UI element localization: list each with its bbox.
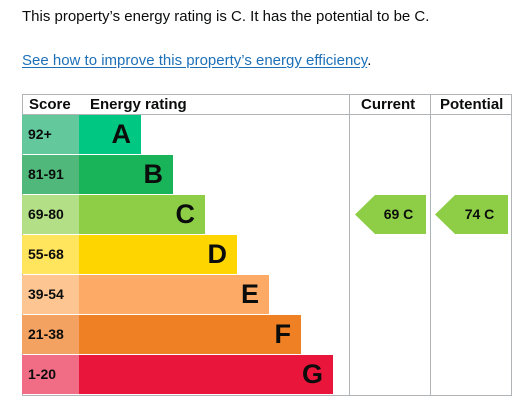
band-letter: G [301,359,323,389]
header-score: Score [29,96,71,113]
rating-band-e: 39-54 E [22,275,349,314]
band-score-range: 92+ [22,115,79,154]
band-score-range: 55-68 [22,235,79,274]
energy-rating-summary: This property’s energy rating is C. It h… [22,8,430,25]
band-bar: C [79,195,205,234]
link-suffix: . [367,52,372,69]
rating-band-c: 69-80 C [22,195,349,234]
rating-band-d: 55-68 D [22,235,349,274]
band-bar: A [79,115,141,154]
band-letter: D [207,239,228,269]
band-letter: F [274,319,292,349]
energy-rating-chart: Score Energy rating Current Potential 92… [22,94,512,396]
header-potential: Potential [440,96,504,113]
current-rating-value: 69 C [383,206,414,222]
band-letter: A [111,119,132,149]
table-border-bottom [22,395,512,396]
table-border-right [511,94,512,396]
band-bar: G [79,355,333,394]
band-bar: D [79,235,237,274]
band-score-range: 1-20 [22,355,79,394]
rating-band-f: 21-38 F [22,315,349,354]
band-score-range: 81-91 [22,155,79,194]
rating-column-divider [349,94,350,396]
header-current: Current [361,96,416,113]
band-letter: C [175,199,196,229]
band-letter: B [143,159,164,189]
band-letter: E [240,279,259,309]
improve-efficiency-link[interactable]: See how to improve this property’s energ… [22,52,368,69]
improve-link-line: See how to improve this property’s energ… [22,51,371,71]
band-bar: F [79,315,301,354]
current-rating-arrow: 69 C [355,195,426,234]
rating-band-g: 1-20 G [22,355,349,394]
rating-band-a: 92+ A [22,115,349,154]
header-divider [22,114,512,115]
band-score-range: 39-54 [22,275,79,314]
table-border-top [22,94,512,95]
arrow-shape [355,195,426,234]
potential-rating-arrow: 74 C [435,195,508,234]
band-bar: B [79,155,173,194]
header-energy-rating: Energy rating [90,96,187,113]
rating-band-b: 81-91 B [22,155,349,194]
current-column-divider [430,94,431,396]
potential-rating-value: 74 C [464,206,495,222]
band-score-range: 21-38 [22,315,79,354]
band-bar: E [79,275,269,314]
band-score-range: 69-80 [22,195,79,234]
arrow-shape [435,195,508,234]
